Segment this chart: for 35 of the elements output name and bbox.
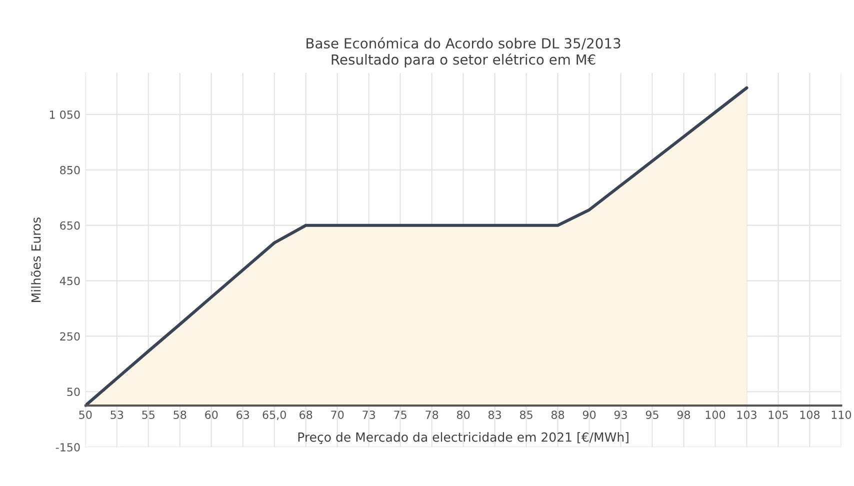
x-tick-label: 70 [331,410,344,419]
x-tick-label: 73 [362,410,375,419]
y-tick-label: 450 [60,276,80,286]
x-tick-label: 50 [79,410,92,419]
x-tick-label: 78 [426,410,438,419]
y-tick-label: 250 [60,332,80,341]
x-tick-label: 88 [551,410,564,419]
x-tick-label: 83 [488,410,501,419]
x-tick-label: 93 [614,410,627,419]
x-tick-label: 105 [768,410,788,419]
x-tick-label: 95 [646,410,658,419]
y-tick-label: 50 [67,388,80,396]
y-axis-title: Milhões Euros [30,217,41,302]
x-tick-label: 90 [582,410,596,419]
x-tick-label: 53 [110,410,124,419]
x-tick-label: 75 [394,410,406,419]
x-tick-label: 65,0 [262,410,286,420]
y-tick-label: 650 [60,221,80,230]
x-tick-label: 85 [520,410,532,419]
x-tick-label: 58 [174,410,186,419]
x-tick-label: 68 [300,410,312,419]
x-axis-title: Preço de Mercado da electricidade em 2021 [€/MWh] [298,432,628,444]
x-tick-label: 60 [205,410,218,419]
y-tick-label: -150 [56,443,80,452]
x-tick-label: 80 [456,410,470,419]
y-tick-label: 1 050 [50,110,80,119]
x-tick-label: 108 [800,410,820,419]
x-tick-label: 98 [677,410,690,419]
x-tick-label: 110 [832,410,852,419]
x-tick-label: 63 [236,410,250,419]
x-tick-label: 100 [706,410,726,419]
x-tick-label: 55 [142,410,154,419]
chart-title: Base Económica do Acordo sobre DL 35/2013 Resultado para o setor elétrico em M€ [306,37,620,68]
x-tick-label: 103 [737,410,756,419]
y-tick-label: 850 [60,166,80,174]
